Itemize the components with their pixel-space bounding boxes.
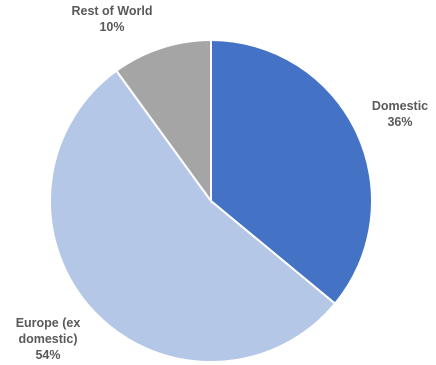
pie-slice-domestic xyxy=(210,38,373,306)
data-label-category: Domestic xyxy=(372,99,428,113)
data-label-value: 54% xyxy=(35,348,60,362)
data-label-domestic: Domestic 36% xyxy=(372,99,428,129)
pie-slice-europe-ex-domestic xyxy=(49,69,337,363)
data-label-category: domestic) xyxy=(18,332,77,346)
pie-slices xyxy=(49,38,373,363)
data-label-europe-ex-domestic: Europe (ex domestic) 54% xyxy=(16,316,81,362)
data-label-rest-of-world: Rest of World 10% xyxy=(71,4,152,34)
data-label-category: Rest of World xyxy=(71,4,152,18)
data-label-category: Europe (ex xyxy=(16,316,81,330)
data-label-value: 10% xyxy=(99,20,124,34)
pie-data-labels: Domestic 36% Europe (ex domestic) 54% Rest of… xyxy=(16,4,428,362)
data-label-value: 36% xyxy=(387,115,412,129)
pie-slice-rest-of-world xyxy=(114,38,212,205)
